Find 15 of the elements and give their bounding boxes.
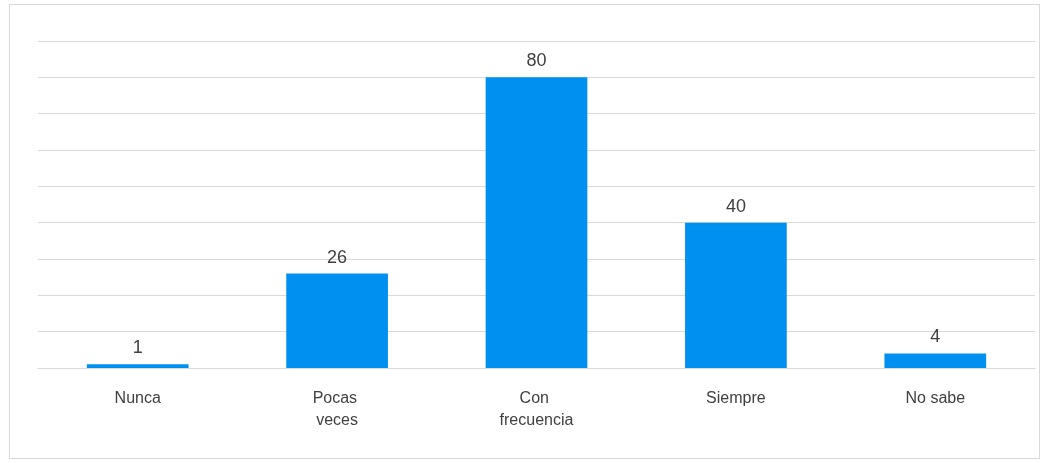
x-tick-label: Siempre — [706, 388, 766, 406]
bar — [685, 222, 787, 368]
data-label: 4 — [930, 326, 941, 347]
data-label: 26 — [327, 246, 348, 267]
bar — [884, 353, 987, 368]
data-label: 1 — [132, 337, 143, 358]
bar — [86, 364, 189, 368]
x-tick-label: No sabe — [905, 388, 966, 406]
data-label: 40 — [725, 195, 746, 216]
bar — [286, 273, 388, 368]
x-tick-label: Con frecuencia — [499, 388, 574, 428]
data-label: 80 — [526, 50, 547, 71]
bar — [485, 77, 588, 368]
x-tick-label: Pocas veces — [312, 388, 362, 428]
x-tick-label: Nunca — [114, 388, 161, 406]
